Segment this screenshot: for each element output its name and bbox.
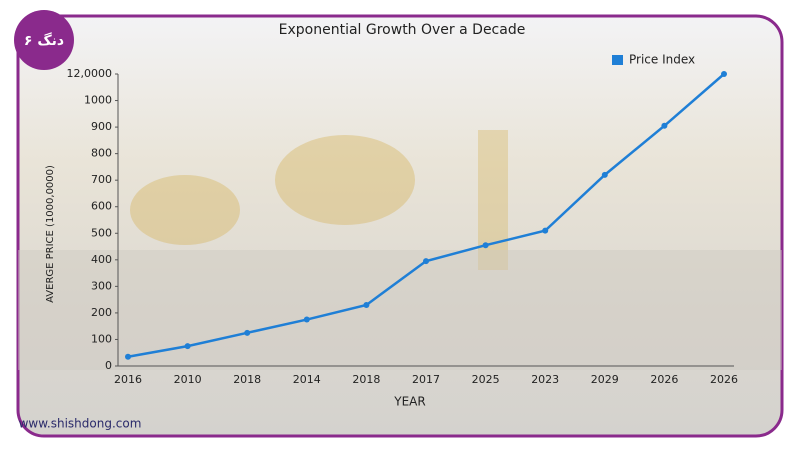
point (542, 227, 549, 234)
point (363, 301, 370, 308)
frame (16, 14, 784, 438)
background-building (18, 250, 782, 370)
point (184, 343, 191, 350)
logo-text: ۶ دنگ (24, 32, 64, 49)
point (482, 242, 489, 249)
x-tick-label: 2026 (650, 373, 678, 386)
y-tick-label: 600 (91, 200, 112, 213)
background-dome (130, 175, 240, 245)
y-tick-label: 400 (91, 253, 112, 266)
x-tick-label: 2016 (114, 373, 142, 386)
point (423, 258, 429, 265)
point (303, 316, 310, 323)
x-tick-label: 2023 (531, 373, 559, 386)
chart-title: Exponential Growth Over a Decade (279, 22, 526, 38)
point (661, 122, 668, 129)
y-tick-label: 300 (91, 279, 112, 292)
y-tick-label: 12,0000 (67, 67, 113, 80)
background-minaret (478, 130, 508, 270)
y-tick-label: 900 (91, 120, 112, 133)
y-axis-label: AVERGE PRICE (1000,0000) (45, 165, 56, 303)
point (244, 329, 251, 336)
x-tick-label: 2026 (710, 373, 738, 386)
y-tick-label: 0 (105, 359, 112, 372)
x-tick-label: 2017 (412, 373, 440, 386)
x-tick-label: 2018 (233, 373, 261, 386)
point (125, 353, 131, 360)
y-tick-label: 500 (91, 226, 112, 239)
background-dome (275, 135, 415, 225)
x-axis-label: YEAR (393, 395, 425, 409)
x-tick-label: 2010 (174, 373, 202, 386)
footer-url: www.shishdong.com (19, 417, 142, 431)
legend-label: Price Index (629, 53, 695, 67)
y-tick-label: 200 (91, 306, 112, 319)
x-tick-label: 2025 (472, 373, 500, 386)
logo (14, 10, 74, 70)
legend-swatch (612, 55, 623, 65)
x-tick-label: 2018 (352, 373, 380, 386)
point (721, 71, 727, 77)
x-tick-label: 2014 (293, 373, 321, 386)
y-tick-label: 100 (91, 332, 112, 345)
x-tick-label: 2029 (591, 373, 619, 386)
point (601, 171, 608, 178)
y-tick-label: 800 (91, 147, 112, 160)
y-tick-label: 1000 (84, 94, 112, 107)
y-tick-label: 700 (91, 173, 112, 186)
